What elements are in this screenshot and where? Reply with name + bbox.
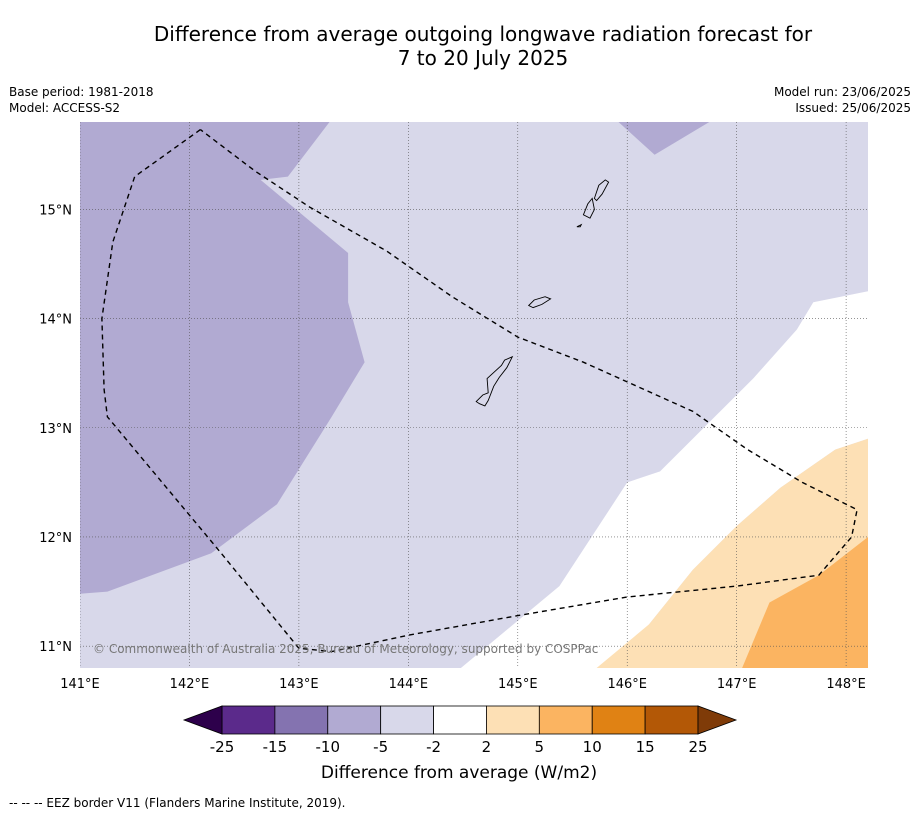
map-area: © Commonwealth of Australia 2025, Bureau… — [80, 122, 868, 668]
lon-label-147: 147°E — [717, 677, 757, 692]
lat-label-12: 12°N — [39, 531, 72, 546]
meta-right: Model run: 23/06/2025 Issued: 25/06/2025 — [774, 84, 911, 116]
colorbar-tick-0: -25 — [210, 738, 235, 756]
colorbar-tick-4: -2 — [426, 738, 441, 756]
chart-title: Difference from average outgoing longwav… — [0, 22, 919, 70]
lat-label-11: 11°N — [39, 640, 72, 655]
colorbar-tick-5: 2 — [482, 738, 492, 756]
colorbar-tick-2: -10 — [316, 738, 341, 756]
region-pos-5-10-southeast — [742, 537, 868, 668]
island-tinian — [582, 197, 595, 219]
title-line-2: 7 to 20 July 2025 — [397, 46, 569, 70]
lon-label-143: 143°E — [279, 677, 319, 692]
lon-label-141: 141°E — [60, 677, 100, 692]
lon-label-146: 146°E — [607, 677, 647, 692]
map-figure: © Commonwealth of Australia 2025, Bureau… — [39, 122, 868, 783]
lon-label-144: 144°E — [389, 677, 429, 692]
lat-label-14: 14°N — [39, 313, 72, 328]
colorbar-band-p10_15 — [591, 705, 646, 735]
colorbar-band-p5_10 — [538, 705, 593, 735]
region-neutral-south — [460, 291, 868, 668]
island-rota — [527, 296, 552, 309]
colorbar-band-p2_5 — [486, 705, 540, 735]
island-saipan — [593, 179, 610, 202]
colorbar-band-lt_m15 — [221, 705, 276, 735]
lat-label-15: 15°N — [39, 203, 72, 218]
colorbar-band-p15_25 — [644, 705, 699, 735]
issued-date: Issued: 25/06/2025 — [795, 101, 911, 115]
model-name: Model: ACCESS-S2 — [9, 101, 121, 115]
colorbar-low-extension — [182, 705, 223, 735]
colorbar: -25 -15 -10 -5 -2 2 5 10 15 25 Difference from av… — [182, 705, 738, 783]
colorbar-band-m15_m10 — [274, 705, 329, 735]
longitude-labels: 141°E 142°E 143°E 144°E 145°E 146°E 147°E 148°E — [60, 677, 866, 692]
region-neg-10-5-west — [80, 122, 365, 594]
lon-label-142: 142°E — [170, 677, 210, 692]
eez-border-line — [101, 129, 858, 653]
title-line-1: Difference from average outgoing longwav… — [153, 22, 813, 46]
region-neg-10-5-northeast — [618, 122, 710, 155]
colorbar-tick-6: 5 — [535, 738, 545, 756]
colorbar-band-m2_2 — [433, 705, 487, 735]
eez-footnote: -- -- -- EEZ border V11 (Flanders Marine… — [9, 796, 346, 810]
island-outlines — [475, 179, 610, 407]
colorbar-label: Difference from average (W/m2) — [321, 763, 597, 783]
model-run: Model run: 23/06/2025 — [773, 85, 911, 99]
colorbar-tick-9: 25 — [688, 738, 707, 756]
colorbar-tick-labels: -25 -15 -10 -5 -2 2 5 10 15 25 — [210, 738, 708, 756]
colorbar-tick-3: -5 — [373, 738, 388, 756]
colorbar-band-m5_m2 — [380, 705, 434, 735]
lon-label-148: 148°E — [826, 677, 866, 692]
gridlines — [80, 122, 868, 668]
island-aguijan — [576, 223, 583, 228]
copyright-text: © Commonwealth of Australia 2025, Bureau… — [93, 642, 598, 656]
lon-label-145: 145°E — [498, 677, 538, 692]
colorbar-high-extension — [697, 705, 738, 735]
anomaly-regions — [80, 122, 868, 668]
colorbar-band-m10_m5 — [327, 705, 382, 735]
colorbar-tick-7: 10 — [583, 738, 602, 756]
latitude-labels: 15°N 14°N 13°N 12°N 11°N — [39, 203, 72, 655]
meta-left: Base period: 1981-2018 Model: ACCESS-S2 — [9, 84, 154, 116]
base-period: Base period: 1981-2018 — [9, 85, 154, 99]
colorbar-tick-1: -15 — [263, 738, 288, 756]
lat-label-13: 13°N — [39, 422, 72, 437]
island-guam — [475, 355, 514, 407]
colorbar-bands — [221, 705, 699, 735]
colorbar-tick-8: 15 — [636, 738, 655, 756]
